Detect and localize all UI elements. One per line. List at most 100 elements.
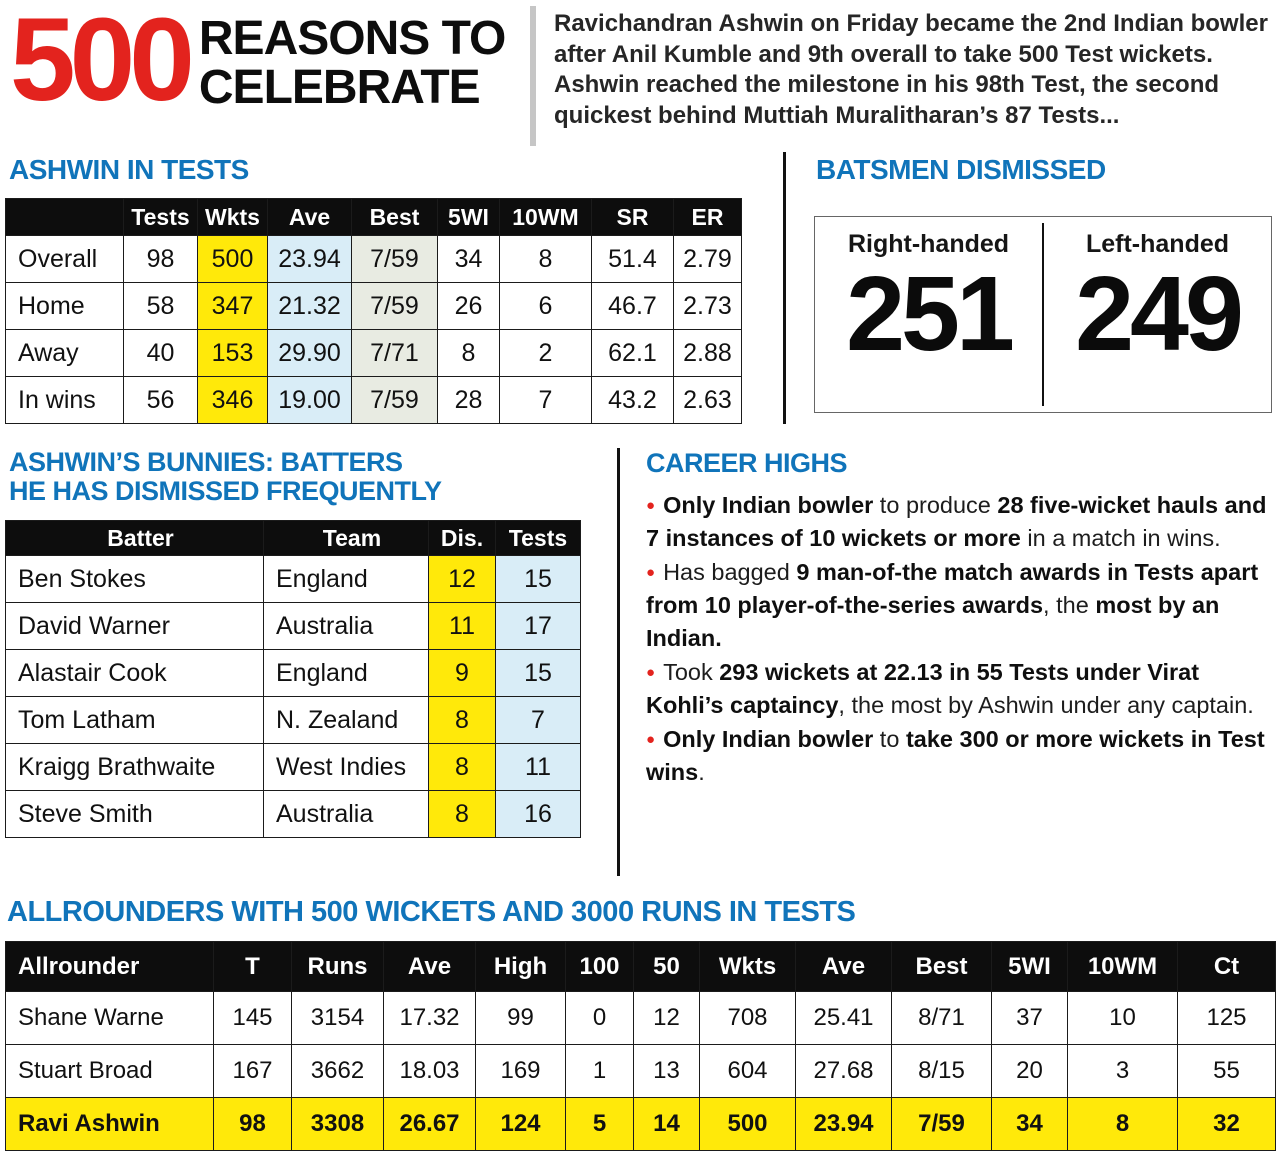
table-cell: 8/71 [891,991,992,1045]
column-header: Allrounder [5,941,214,992]
header: 500 REASONS TO CELEBRATE Ravichandran As… [0,0,1280,148]
table-cell: 153 [197,329,268,377]
column-header: Tests [123,198,198,236]
table-cell: Kraigg Brathwaite [5,743,264,792]
table-cell: Ravi Ashwin [5,1097,214,1151]
table-header-row: Allrounder T Runs Ave High 100 50 Wkts Ave Best 5W… [5,941,1276,992]
table-cell: Ben Stokes [5,555,264,604]
column-header: 5WI [991,941,1068,992]
career-high-item: ● Has bagged 9 man-of-the match awards in… [646,556,1272,656]
bullet-icon: ● [646,730,656,748]
bunnies-title-line1: ASHWIN’S BUNNIES: BATTERS [9,447,403,477]
stat-divider [1042,223,1044,406]
bullet-text-bold: most by an Indian. [646,592,1220,652]
table-cell: 5 [565,1097,634,1151]
section-title-batsmen-dismissed: BATSMEN DISMISSED [816,154,1106,185]
column-header: Batter [5,520,264,557]
ashwin-tests-table: Tests Wkts Ave Best 5WI 10WM SR ER Overall 98 500… [5,198,742,424]
table-cell: 46.7 [591,282,674,330]
bullet-text-bold: take 300 or more wickets in Test wins [646,725,1265,785]
table-cell: 29.90 [267,329,352,377]
column-header: 5WI [437,198,500,236]
column-header: Wkts [699,941,796,992]
table-cell: 7/59 [351,235,438,283]
bullet-text-bold: Only Indian bowler [663,725,874,752]
table-cell: 1 [565,1044,634,1098]
table-cell: 28 [437,376,500,424]
section-title-bunnies: ASHWIN’S BUNNIES: BATTERS HE HAS DISMISS… [9,447,617,507]
title-text: REASONS TO CELEBRATE [199,14,506,148]
table-cell: 34 [437,235,500,283]
table-cell: 500 [197,235,268,283]
table-cell: Alastair Cook [5,649,264,698]
table-cell: 708 [699,991,796,1045]
column-header: Ct [1177,941,1276,992]
bunnies-table: Batter Team Dis. Tests Ben Stokes England 12 1… [5,520,581,839]
column-header: Team [263,520,429,557]
table-cell: West Indies [263,743,429,792]
section-title-career-highs: CAREER HIGHS [646,448,848,478]
career-highs-section: CAREER HIGHS ● Only Indian bowler to prod… [620,448,1280,876]
table-cell: 98 [123,235,198,283]
table-cell: 3308 [291,1097,384,1151]
left-handed-label: Left-handed [1085,230,1230,258]
column-header: SR [591,198,674,236]
table-cell: 167 [213,1044,292,1098]
column-header: ER [673,198,742,236]
table-cell: 56 [123,376,198,424]
table-cell: 12 [428,555,496,604]
big-number-500: 500 [10,0,195,126]
column-header: T [213,941,292,992]
bullet-text: . [698,758,705,785]
column-header: Ave [383,941,476,992]
table-cell: 169 [475,1044,566,1098]
table-cell: 500 [699,1097,796,1151]
table-row: Shane Warne 145 3154 17.32 99 0 12 708 25.41 8/71… [5,991,1276,1045]
column-header: Tests [495,520,581,557]
column-header: Dis. [428,520,496,557]
title-line1: REASONS TO [198,12,506,65]
table-cell: 7 [499,376,592,424]
table-cell: 2.79 [673,235,742,283]
table-cell: In wins [5,376,124,424]
table-cell: 25.41 [795,991,892,1045]
table-row: Overall 98 500 23.94 7/59 34 8 51.4 2.79 [5,235,742,283]
title-line2: CELEBRATE [198,61,481,115]
bullet-text-bold: 9 man-of-the match awards in Tests apart… [646,558,1259,619]
ashwin-tests-section: ASHWIN IN TESTS Tests Wkts Ave Best 5WI 10WM S… [5,152,783,424]
table-row: Kraigg Brathwaite West Indies 8 11 [5,743,581,792]
table-cell: England [263,555,429,604]
bullet-text: , the [1043,592,1096,619]
bullet-text: , the most by Ashwin under any captain. [838,692,1254,719]
table-cell: 3154 [291,991,384,1045]
table-cell: 7/59 [891,1097,992,1151]
table-cell: N. Zealand [263,696,429,745]
table-cell: 19.00 [267,376,352,424]
table-cell: 8/15 [891,1044,992,1098]
table-cell: David Warner [5,602,264,651]
table-cell: Stuart Broad [5,1044,214,1098]
table-cell: 3662 [291,1044,384,1098]
bullet-text-bold: Only Indian bowler [663,492,874,518]
table-cell: 604 [699,1044,796,1098]
career-high-item: ● Took 293 wickets at 22.13 in 55 Tests u… [646,656,1272,723]
table-cell: 98 [213,1097,292,1151]
section-title-allrounders: ALLROUNDERS WITH 500 WICKETS AND 3000 RU… [7,896,856,928]
table-cell: 18.03 [383,1044,476,1098]
table-cell: 32 [1177,1097,1276,1151]
column-header: Wkts [197,198,268,236]
table-cell: 7/71 [351,329,438,377]
bunnies-title-line2: HE HAS DISMISSED FREQUENTLY [9,476,442,507]
bullet-icon: ● [646,497,656,514]
table-cell: 17 [495,602,581,651]
table-row: Steve Smith Australia 8 16 [5,790,581,839]
column-header: Best [351,198,438,236]
table-cell: 26 [437,282,500,330]
table-cell: 11 [428,602,496,651]
table-cell: 16 [495,790,581,839]
table-cell: 7/59 [351,376,438,424]
table-header-row: Tests Wkts Ave Best 5WI 10WM SR ER [5,198,742,236]
table-cell: Home [5,282,124,330]
table-cell: 7/59 [351,282,438,330]
batsmen-dismissed-section: BATSMEN DISMISSED Right-handed 251 Left-… [786,152,1280,424]
